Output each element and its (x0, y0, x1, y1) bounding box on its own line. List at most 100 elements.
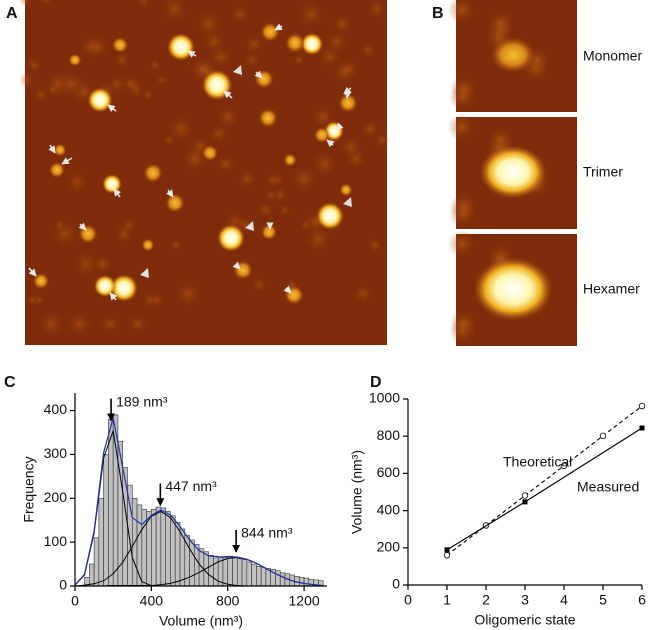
series-label: Theoretical (503, 454, 572, 470)
texture (300, 219, 312, 231)
x-tick-label: 4 (560, 592, 568, 608)
texture (128, 314, 148, 334)
particle (233, 260, 253, 280)
texture (450, 309, 478, 337)
texture (170, 239, 182, 251)
texture (293, 54, 305, 66)
histogram-bar (103, 454, 109, 587)
texture (174, 280, 202, 308)
texture (167, 115, 195, 143)
texture (135, 0, 151, 8)
texture (100, 314, 120, 334)
texture (156, 74, 168, 86)
particle (261, 224, 277, 240)
image-label: Trimer (583, 164, 623, 180)
data-point (639, 425, 645, 431)
y-tick-label: 400 (377, 501, 401, 517)
particle (87, 87, 113, 113)
particle (285, 33, 305, 53)
texture (65, 310, 93, 338)
texture (311, 150, 339, 178)
pointer-arrow (78, 222, 87, 231)
texture (258, 202, 274, 218)
histogram-bar (189, 539, 195, 587)
texture (450, 75, 478, 103)
histogram-bar (89, 563, 95, 587)
texture (37, 310, 65, 338)
data-point (444, 547, 450, 553)
x-axis-label: Oligomeric state (474, 612, 575, 628)
x-axis-label: Volume (nm³) (159, 613, 243, 629)
data-point (443, 552, 451, 559)
texture (33, 294, 45, 306)
panel-label: A (6, 5, 18, 22)
particle (339, 183, 353, 197)
particle (338, 93, 358, 113)
texture (181, 145, 209, 173)
particle (78, 224, 98, 244)
y-tick-label: 300 (44, 445, 68, 461)
pointer-arrow (61, 157, 73, 165)
pointer-triangle (233, 65, 242, 75)
y-tick-label: 1000 (369, 390, 400, 406)
series-line (446, 405, 643, 556)
x-tick-label: 3 (521, 592, 529, 608)
texture (86, 35, 110, 59)
pointer-triangle (343, 197, 352, 207)
particle (167, 33, 195, 61)
histogram-bar (236, 558, 243, 587)
histogram-bar (246, 561, 252, 587)
particle (283, 153, 297, 167)
texture (26, 57, 42, 73)
texture (360, 119, 380, 139)
texture (332, 60, 356, 84)
texture (40, 0, 52, 6)
histogram-bar (232, 556, 238, 587)
texture (160, 0, 188, 23)
data-point (638, 402, 646, 410)
texture (448, 0, 476, 24)
histogram-bar (136, 504, 143, 587)
y-tick-label: 400 (44, 401, 68, 417)
texture (367, 0, 387, 19)
particle (102, 174, 122, 194)
histogram-bar (208, 554, 214, 587)
histogram-bar (179, 528, 186, 587)
particle (93, 274, 117, 298)
texture (450, 192, 478, 220)
pointer-arrow (223, 90, 233, 99)
particle (143, 163, 163, 183)
histogram-bar (260, 567, 267, 587)
histogram-bar (275, 570, 281, 587)
particle (217, 224, 245, 252)
particle (68, 53, 82, 67)
texture (265, 172, 281, 188)
histogram-bar (227, 555, 233, 587)
fit-curve (74, 417, 324, 587)
y-tick-label: 0 (392, 576, 400, 592)
x-tick-label: 1200 (289, 593, 320, 609)
pointer-arrow (274, 23, 283, 31)
histogram-bar (303, 577, 310, 587)
texture (367, 237, 383, 253)
texture (58, 70, 86, 98)
y-tick-label: 0 (59, 577, 67, 593)
y-tick-label: 100 (44, 533, 68, 549)
texture (244, 52, 260, 68)
texture (149, 59, 161, 71)
panel-label: C (4, 374, 16, 391)
x-tick-label: 5 (599, 592, 607, 608)
texture (244, 34, 264, 54)
histogram-bar (279, 572, 286, 587)
histogram-bar (194, 544, 200, 587)
histogram-bar (241, 559, 248, 587)
particle (33, 273, 49, 289)
data-point (599, 432, 607, 440)
texture (297, 0, 325, 28)
texture (237, 169, 257, 189)
texture (121, 74, 141, 94)
pointer-arrow (109, 292, 118, 301)
panel-label: B (432, 5, 444, 22)
panel-label: D (370, 374, 382, 391)
